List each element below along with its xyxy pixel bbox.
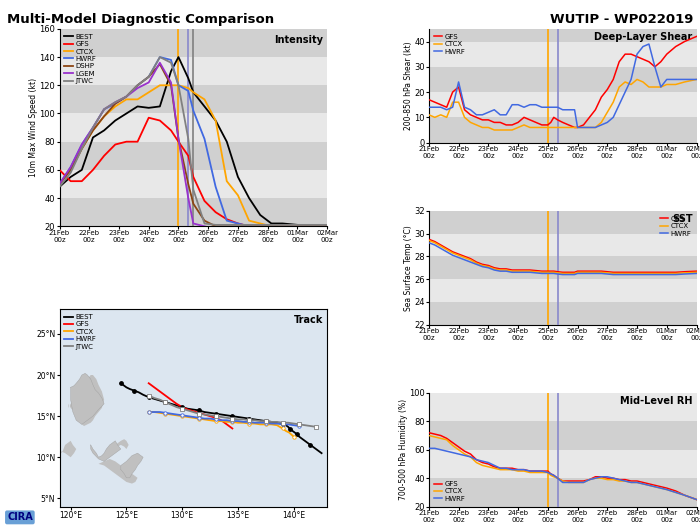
Point [244,416,255,424]
Point [310,423,321,431]
Bar [60,85,327,113]
Point [227,414,238,423]
Point [210,410,221,418]
Point [294,422,305,430]
Polygon shape [121,453,143,478]
Bar [429,92,696,118]
Point [176,403,188,411]
Legend: BEST, GFS, CTCX, HWRF, JTWC: BEST, GFS, CTCX, HWRF, JTWC [63,313,98,351]
Point [210,417,221,425]
Bar [429,393,696,421]
Point [294,420,305,428]
Bar [60,113,327,142]
Y-axis label: Sea Surface Temp (°C): Sea Surface Temp (°C) [404,225,413,311]
Point [143,408,154,416]
Point [260,418,272,427]
Point [193,406,204,415]
Polygon shape [52,441,76,461]
Point [260,417,272,425]
Text: Multi-Model Diagnostic Comparison: Multi-Model Diagnostic Comparison [7,13,274,26]
Legend: GFS, CTCX, HWRF: GFS, CTCX, HWRF [658,214,693,238]
Point [210,412,221,421]
Y-axis label: 10m Max Wind Speed (kt): 10m Max Wind Speed (kt) [29,78,38,177]
Text: Intensity: Intensity [274,35,323,45]
Y-axis label: 200-850 hPa Shear (kt): 200-850 hPa Shear (kt) [404,41,413,130]
Point [260,417,272,425]
Bar [60,170,327,198]
Point [260,420,272,428]
Point [193,410,204,418]
Text: WUTIP - WP022019: WUTIP - WP022019 [550,13,693,26]
Point [291,430,302,438]
Bar [429,421,696,450]
Point [304,440,316,449]
Polygon shape [69,375,104,426]
Bar [429,118,696,143]
Polygon shape [71,373,104,424]
Bar [429,29,696,41]
Text: Deep-Layer Shear: Deep-Layer Shear [594,33,692,43]
Point [277,420,288,428]
Bar [429,211,696,234]
Point [143,408,154,416]
Point [277,424,288,433]
Bar [60,29,327,57]
Polygon shape [91,459,138,484]
Bar [429,302,696,324]
Point [277,418,288,427]
Point [244,419,255,428]
Point [160,410,171,418]
Legend: GFS, CTCX, HWRF: GFS, CTCX, HWRF [433,480,467,503]
Bar [429,67,696,92]
Point [227,417,238,425]
Point [160,398,171,406]
Bar [429,478,696,507]
Point [160,398,171,406]
Text: SST: SST [672,214,692,224]
Point [288,433,300,441]
Y-axis label: 700-500 hPa Humidity (%): 700-500 hPa Humidity (%) [398,399,407,500]
Text: CIRA: CIRA [7,512,33,522]
Bar [60,142,327,170]
Polygon shape [91,441,121,461]
Point [160,408,171,417]
Point [244,414,255,423]
Point [176,411,188,419]
Legend: BEST, GFS, CTCX, HWRF, DSHP, LGEM, JTWC: BEST, GFS, CTCX, HWRF, DSHP, LGEM, JTWC [63,33,98,86]
Point [176,412,188,421]
Point [143,393,154,402]
Bar [429,41,696,67]
Point [129,386,140,395]
Point [244,418,255,426]
Point [227,418,238,426]
Text: Mid-Level RH: Mid-Level RH [620,396,692,406]
Bar [60,198,327,226]
Bar [429,450,696,478]
Point [285,425,296,434]
Text: Track: Track [294,315,323,325]
Bar [429,256,696,279]
Point [277,419,288,428]
Legend: GFS, CTCX, HWRF: GFS, CTCX, HWRF [433,33,467,56]
Point [227,412,238,421]
Point [176,405,188,413]
Point [116,379,127,387]
Point [193,414,204,422]
Point [210,415,221,424]
Point [193,414,204,423]
Bar [60,57,327,85]
Polygon shape [116,439,129,449]
Bar [429,234,696,256]
Bar [429,279,696,302]
Point [143,391,154,400]
